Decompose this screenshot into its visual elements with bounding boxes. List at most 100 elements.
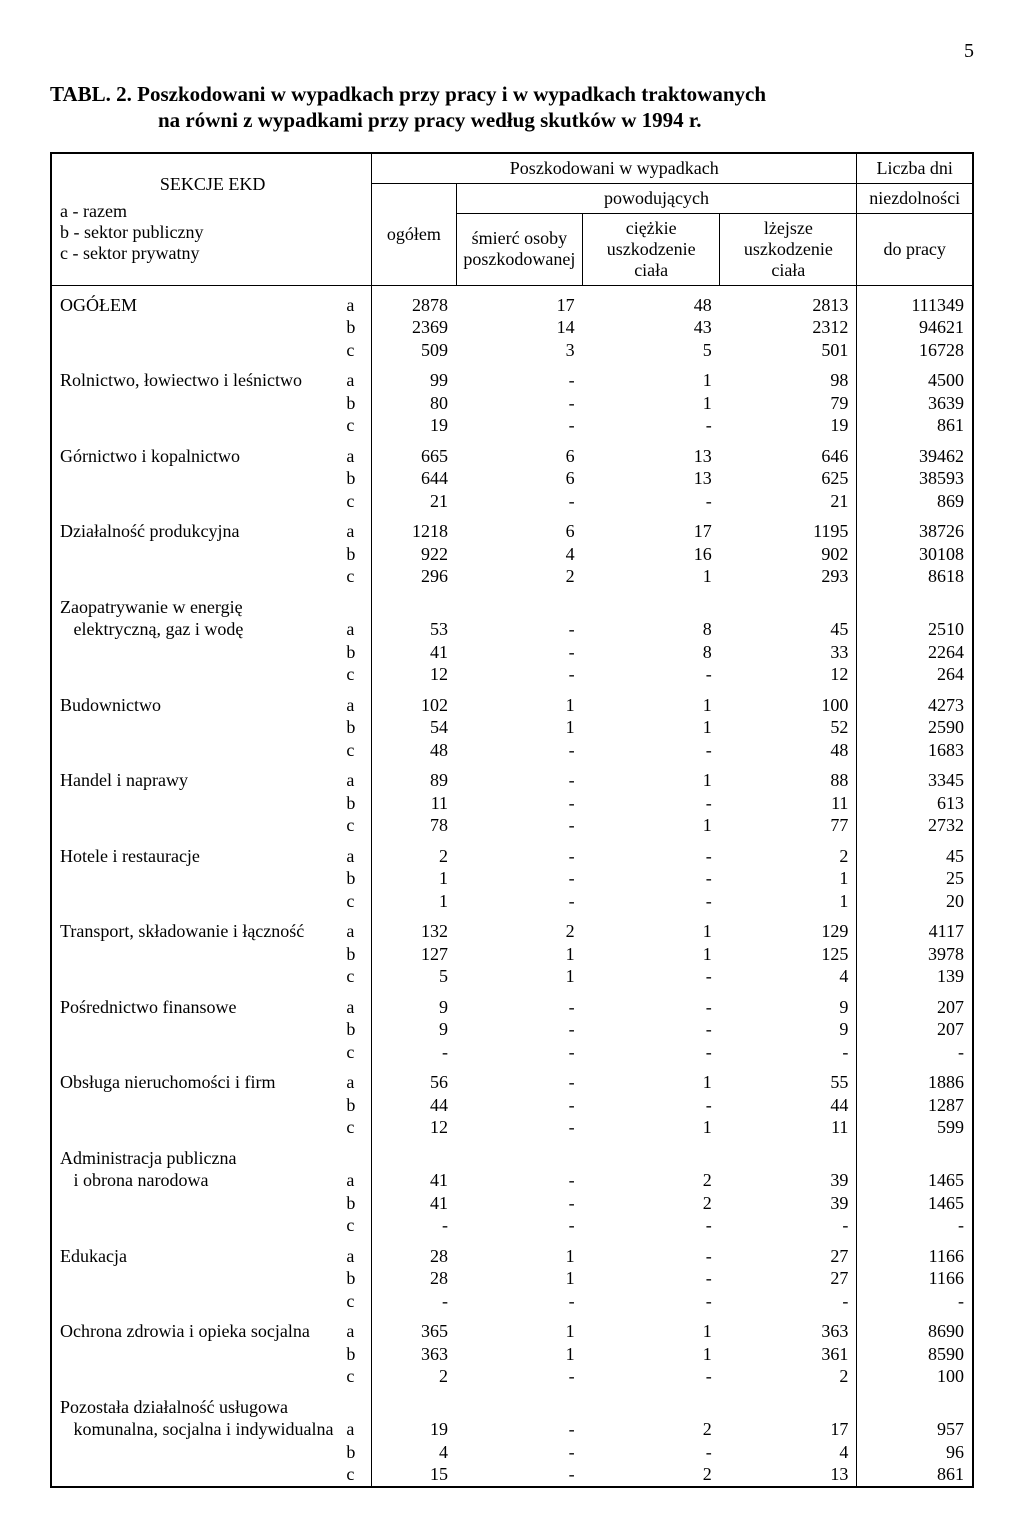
cell-dni: 111349	[857, 285, 973, 316]
row-key: a	[346, 1418, 371, 1441]
cell-smierc: 14	[456, 316, 583, 339]
row-key: c	[346, 663, 371, 686]
cell-ciezkie: 1	[583, 1063, 720, 1094]
cell-smierc: -	[456, 890, 583, 913]
row-key: c	[346, 739, 371, 762]
row-name	[51, 1365, 346, 1388]
cell-lzejsze: 9	[720, 1018, 857, 1041]
cell-ciezkie: -	[583, 739, 720, 762]
row-name	[51, 392, 346, 415]
row-key: b	[346, 1094, 371, 1117]
cell-dni: 94621	[857, 316, 973, 339]
cell-smierc: -	[456, 1094, 583, 1117]
row-key	[346, 1388, 371, 1419]
cell-smierc: -	[456, 761, 583, 792]
cell-ciezkie: 1	[583, 361, 720, 392]
cell-ogolem: 78	[372, 814, 456, 837]
cell-lzejsze: 98	[720, 361, 857, 392]
row-name: Administracja publiczna	[51, 1139, 346, 1170]
cell	[857, 588, 973, 619]
cell-dni: 39462	[857, 437, 973, 468]
cell-dni: 20	[857, 890, 973, 913]
row-name	[51, 1041, 346, 1064]
cell-lzejsze: 79	[720, 392, 857, 415]
cell-lzejsze: 21	[720, 490, 857, 513]
cell-ciezkie: 2	[583, 1169, 720, 1192]
cell-smierc: -	[456, 1116, 583, 1139]
row-name	[51, 641, 346, 664]
row-name	[51, 316, 346, 339]
row-key: a	[346, 686, 371, 717]
cell	[372, 588, 456, 619]
cell-dni: -	[857, 1041, 973, 1064]
cell-smierc: -	[456, 867, 583, 890]
cell-ogolem: 102	[372, 686, 456, 717]
row-name: Handel i naprawy	[51, 761, 346, 792]
row-name: Pośrednictwo finansowe	[51, 988, 346, 1019]
row-name	[51, 1441, 346, 1464]
cell-smierc: -	[456, 641, 583, 664]
header-powodujacych: powodujących	[456, 183, 857, 213]
cell-dni: 869	[857, 490, 973, 513]
cell-ciezkie: -	[583, 663, 720, 686]
row-key: c	[346, 814, 371, 837]
row-key: c	[346, 339, 371, 362]
cell-lzejsze: 361	[720, 1343, 857, 1366]
cell-ciezkie: 2	[583, 1192, 720, 1215]
row-key: b	[346, 1018, 371, 1041]
cell-dni: 1886	[857, 1063, 973, 1094]
cell-lzejsze: 902	[720, 543, 857, 566]
cell-dni: 4500	[857, 361, 973, 392]
cell-lzejsze: -	[720, 1214, 857, 1237]
cell-ciezkie: -	[583, 1267, 720, 1290]
row-key: a	[346, 1063, 371, 1094]
cell-ogolem: 4	[372, 1441, 456, 1464]
row-key: b	[346, 316, 371, 339]
cell-dni: 96	[857, 1441, 973, 1464]
cell-lzejsze: 13	[720, 1463, 857, 1487]
cell	[720, 588, 857, 619]
cell-lzejsze: 9	[720, 988, 857, 1019]
cell-lzejsze: 4	[720, 1441, 857, 1464]
cell-lzejsze: 55	[720, 1063, 857, 1094]
row-key	[346, 1139, 371, 1170]
cell-ogolem: 2878	[372, 285, 456, 316]
cell-ogolem: 28	[372, 1267, 456, 1290]
header-ciezkie1: ciężkie	[626, 218, 677, 238]
cell-ogolem: 48	[372, 739, 456, 762]
cell-ciezkie: -	[583, 890, 720, 913]
cell	[456, 1388, 583, 1419]
row-key: b	[346, 392, 371, 415]
cell-ogolem: -	[372, 1290, 456, 1313]
header-lzejsze: lżejsze uszkodzenie ciała	[720, 213, 857, 285]
legend-c: c - sektor prywatny	[60, 243, 365, 264]
cell-dni: 30108	[857, 543, 973, 566]
row-key: a	[346, 1237, 371, 1268]
cell-ogolem: 41	[372, 1192, 456, 1215]
cell-smierc: -	[456, 1463, 583, 1487]
cell-ogolem: 21	[372, 490, 456, 513]
cell-smierc: 6	[456, 512, 583, 543]
cell-ogolem: 922	[372, 543, 456, 566]
cell-dni: 613	[857, 792, 973, 815]
row-name	[51, 965, 346, 988]
cell-ogolem: 9	[372, 988, 456, 1019]
cell-dni: 861	[857, 414, 973, 437]
cell-smierc: 1	[456, 1237, 583, 1268]
cell-ogolem: 2	[372, 1365, 456, 1388]
row-name: Zaopatrywanie w energię	[51, 588, 346, 619]
row-name: i obrona narodowa	[51, 1169, 346, 1192]
cell-ogolem: 19	[372, 414, 456, 437]
cell-dni: 8690	[857, 1312, 973, 1343]
cell-ogolem: 99	[372, 361, 456, 392]
cell-ogolem: -	[372, 1041, 456, 1064]
cell-dni: 38593	[857, 467, 973, 490]
cell-smierc: -	[456, 1063, 583, 1094]
cell-lzejsze: 88	[720, 761, 857, 792]
cell-ciezkie: 1	[583, 716, 720, 739]
cell-smierc: -	[456, 1441, 583, 1464]
row-key: a	[346, 912, 371, 943]
cell-dni: 1465	[857, 1169, 973, 1192]
cell-ciezkie: 48	[583, 285, 720, 316]
cell-dni: 25	[857, 867, 973, 890]
